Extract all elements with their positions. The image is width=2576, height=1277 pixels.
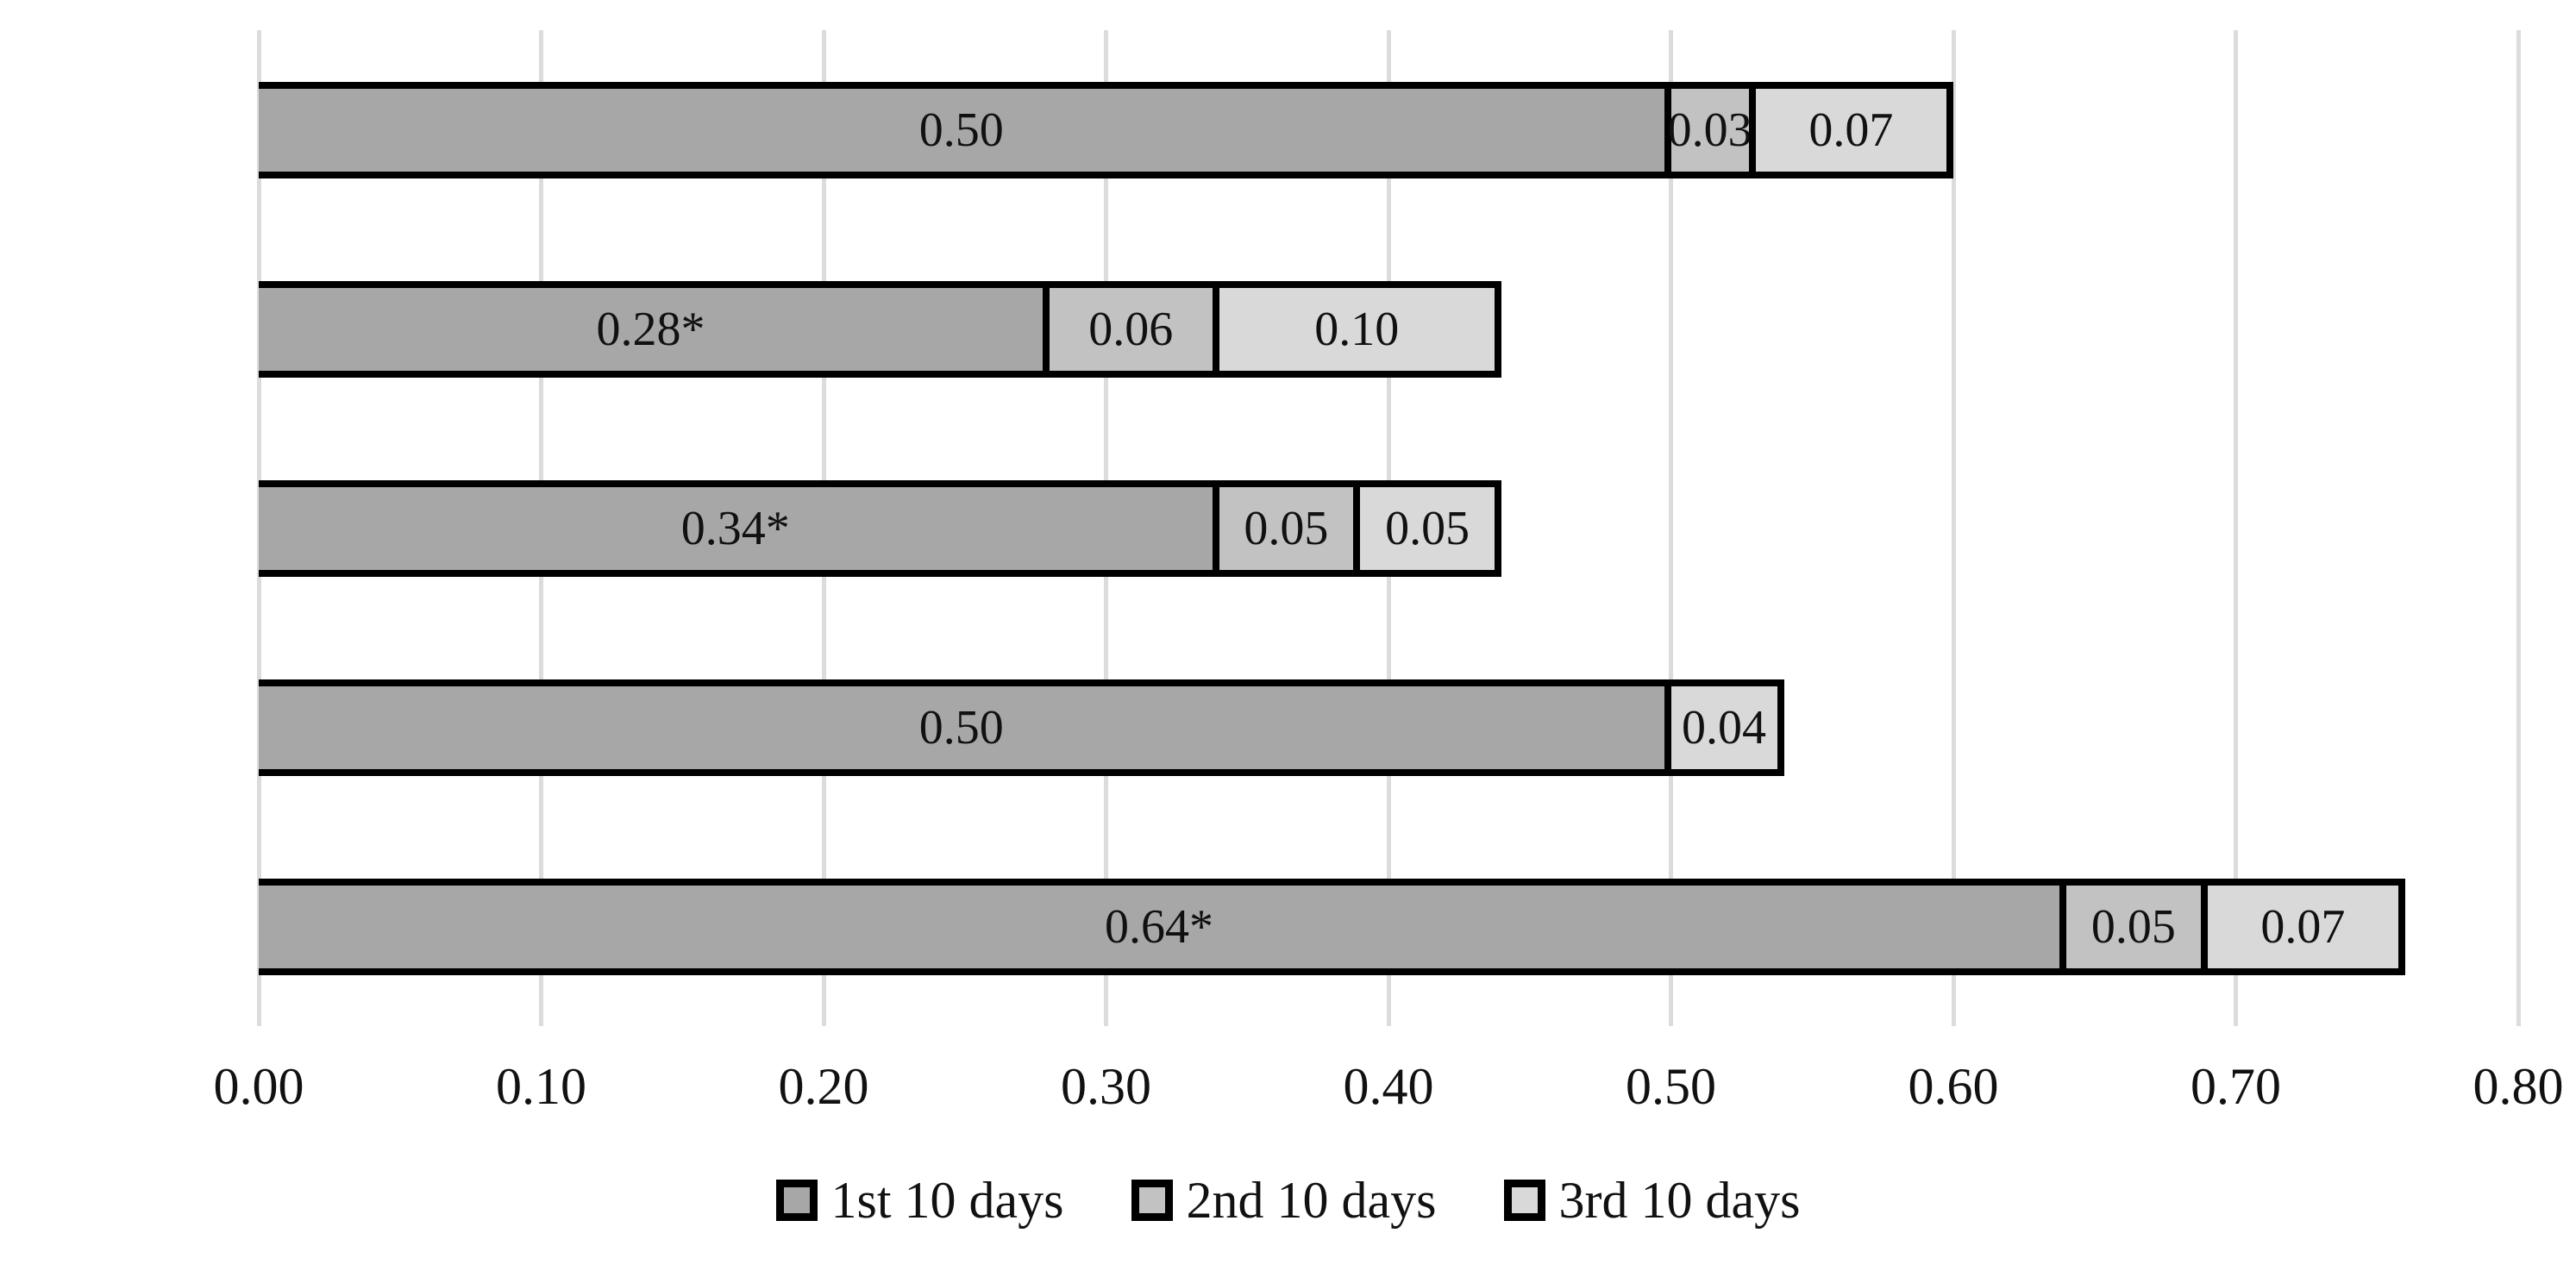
gridline xyxy=(2234,30,2238,1026)
bar-value-label: 0.07 xyxy=(2260,899,2346,954)
bar-segment-3m-series2: 0.03 xyxy=(1664,81,1756,178)
x-tick-label-0.20: 0.20 xyxy=(778,1058,869,1115)
legend-swatch-series2 xyxy=(1131,1180,1173,1221)
x-tick-label-0.60: 0.60 xyxy=(1908,1058,1999,1115)
bar-value-label: 0.05 xyxy=(1385,501,1470,555)
legend-swatch-series1 xyxy=(775,1180,818,1221)
bar-segment-gc-series3: 0.04 xyxy=(1664,679,1784,776)
legend-swatch-series3 xyxy=(1503,1180,1545,1221)
bar-value-label: 0.34* xyxy=(680,501,790,555)
bar-segment-ormco-series3: 0.05 xyxy=(1353,479,1501,577)
bar-segment-3m-series3: 0.07 xyxy=(1748,81,1953,178)
bar-segment-rmo-series2: 0.06 xyxy=(1043,280,1219,378)
x-tick-label-0.30: 0.30 xyxy=(1061,1058,1151,1115)
bar-value-label: 0.10 xyxy=(1314,302,1400,356)
bar-value-label: 0.05 xyxy=(2090,899,2176,954)
bar-value-label: 0.50 xyxy=(918,700,1004,754)
bar-value-label: 0.07 xyxy=(1808,103,1894,157)
bar-value-label: 0.05 xyxy=(1244,501,1329,555)
legend: 1st 10 days 2nd 10 days 3rd 10 days xyxy=(0,1174,2576,1226)
x-tick-label-0.40: 0.40 xyxy=(1343,1058,1434,1115)
bar-segment-rmo-series3: 0.10 xyxy=(1212,280,1501,378)
bar-value-label: 0.50 xyxy=(918,103,1004,157)
x-tick-label-0.70: 0.70 xyxy=(2191,1058,2281,1115)
legend-item-1: 1st 10 days xyxy=(775,1172,1064,1229)
x-tick-label-0.00: 0.00 xyxy=(213,1058,304,1115)
bar-segment-ormco-series1: 0.34* xyxy=(259,479,1219,577)
bar-segment-3m-series1: 0.50 xyxy=(259,81,1671,178)
legend-item-2: 2nd 10 days xyxy=(1131,1174,1437,1226)
bar-segment-foresta-series2: 0.05 xyxy=(2059,878,2208,975)
bar-segment-rmo-series1: 0.28* xyxy=(259,280,1050,378)
bar-value-label: 0.06 xyxy=(1088,302,1174,356)
gridline xyxy=(1951,30,1956,1026)
bar-segment-foresta-series3: 0.07 xyxy=(2200,878,2405,975)
bar-segment-gc-series1: 0.50 xyxy=(259,679,1671,776)
bar-value-label: 0.03 xyxy=(1667,103,1752,157)
x-tick-label-0.10: 0.10 xyxy=(496,1058,586,1115)
gridline xyxy=(1669,30,1673,1026)
bar-segment-foresta-series1: 0.64* xyxy=(259,878,2066,975)
bar-value-label: 0.04 xyxy=(1682,700,1766,754)
bar-segment-ormco-series2: 0.05 xyxy=(1212,479,1361,577)
bar-value-label: 0.64* xyxy=(1105,899,1213,954)
gridline xyxy=(2516,30,2521,1026)
legend-label: 3rd 10 days xyxy=(1558,1172,1801,1229)
legend-label: 1st 10 days xyxy=(830,1172,1064,1229)
legend-label: 2nd 10 days xyxy=(1186,1172,1437,1229)
legend-item-3: 3rd 10 days xyxy=(1503,1172,1801,1229)
x-tick-label-0.80: 0.80 xyxy=(2473,1058,2564,1115)
bar-value-label: 0.28* xyxy=(596,302,705,356)
x-tick-label-0.50: 0.50 xyxy=(1626,1058,1716,1115)
